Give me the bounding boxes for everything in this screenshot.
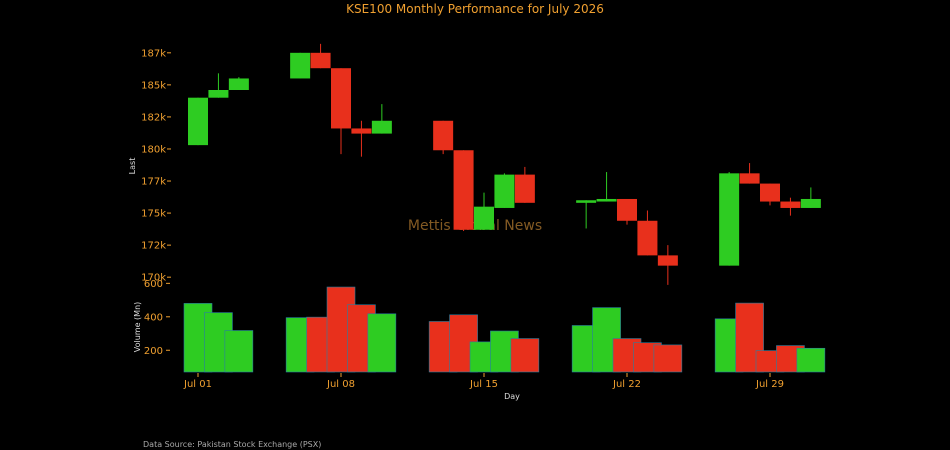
candle-body (290, 52, 311, 79)
candle-body (494, 174, 515, 208)
price-y-tick-label: 172k (141, 241, 166, 252)
candle-body (617, 198, 637, 221)
candle-body (596, 198, 617, 202)
price-y-axis: 170k 172k 175k 177k 180k 182k 185k 187k (141, 48, 171, 284)
candle-body (371, 120, 392, 134)
volume-panel: 200 400 600 Jul 01 Jul 08 Jul 15 Jul 22 Jul 29… (133, 279, 826, 401)
candle-body (800, 198, 821, 208)
candle-body (474, 206, 494, 230)
candle-body (514, 174, 535, 203)
volume-y-axis: 200 400 600 (144, 279, 170, 357)
candle-body (637, 220, 658, 256)
candle-body (351, 128, 372, 134)
candle-body (657, 255, 678, 266)
candle-body (188, 97, 208, 146)
volume-y-tick-label: 600 (144, 279, 163, 290)
volume-bar (796, 347, 826, 373)
price-panel: Mettis Global News 170k172k175k177k180k1… (128, 43, 821, 285)
candle-body (760, 183, 780, 202)
volume-bars (183, 286, 826, 373)
candles (188, 43, 821, 285)
volume-bar (510, 338, 540, 373)
x-tick-label: Jul 08 (326, 379, 355, 390)
volume-bar (367, 313, 397, 373)
candle-body (739, 173, 760, 184)
price-y-axis-label: Last (128, 158, 137, 175)
price-y-tick-label: 180k (141, 144, 166, 155)
volume-y-tick-label: 200 (144, 346, 163, 357)
candle-body (780, 201, 801, 208)
x-tick-label: Jul 22 (612, 379, 641, 390)
x-axis: Jul 01 Jul 08 Jul 15 Jul 22 Jul 29 (183, 373, 784, 390)
price-y-tick-label: 182k (141, 112, 166, 123)
candle-body (310, 52, 331, 69)
candle-body (228, 78, 249, 90)
candle-body (208, 90, 229, 98)
volume-bar (653, 344, 683, 373)
x-tick-label: Jul 29 (755, 379, 784, 390)
candle-body (453, 150, 474, 230)
volume-y-axis-label: Volume (Mn) (133, 302, 142, 353)
data-source-note: Data Source: Pakistan Stock Exchange (PS… (143, 440, 321, 449)
volume-bar (224, 330, 254, 373)
x-tick-label: Jul 01 (183, 379, 212, 390)
price-y-tick-label: 187k (141, 48, 166, 59)
volume-y-tick-label: 400 (144, 312, 163, 323)
price-y-tick-label: 185k (141, 80, 166, 91)
candle-body (719, 173, 740, 266)
price-y-tick-label: 170k (141, 273, 166, 284)
candle-body (433, 120, 454, 151)
candle-body (576, 200, 597, 203)
chart-title: KSE100 Monthly Performance for July 2026 (346, 2, 604, 16)
x-axis-label: Day (504, 392, 520, 401)
x-tick-label: Jul 15 (469, 379, 498, 390)
price-y-tick-label: 177k (141, 177, 166, 188)
candle-body (331, 68, 351, 129)
price-y-tick-label: 175k (141, 209, 166, 220)
